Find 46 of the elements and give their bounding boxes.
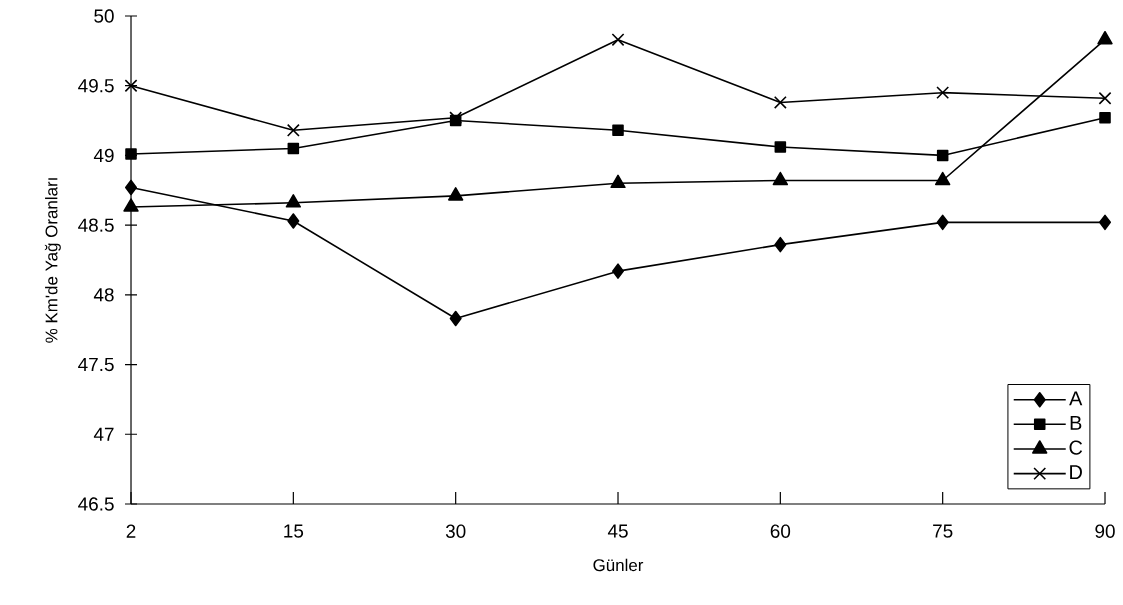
legend-label: A xyxy=(1069,391,1083,406)
point xyxy=(936,86,950,100)
point xyxy=(286,123,300,137)
x-tick-label: 30 xyxy=(445,524,466,538)
x-tick-label: 15 xyxy=(284,524,304,538)
x-tick-label: 45 xyxy=(607,524,628,538)
point xyxy=(774,236,787,253)
y-tick-label: 47 xyxy=(93,427,114,441)
point xyxy=(936,149,949,162)
legend-label: B xyxy=(1070,416,1082,430)
point xyxy=(285,194,302,208)
point xyxy=(612,124,624,137)
point xyxy=(287,213,300,229)
point xyxy=(934,171,951,186)
point xyxy=(124,79,138,93)
legend-label: C xyxy=(1069,440,1083,455)
point xyxy=(123,198,139,212)
point xyxy=(1099,111,1111,124)
x-tick-label: 90 xyxy=(1095,524,1115,538)
point xyxy=(936,214,949,231)
point xyxy=(1098,91,1112,105)
point xyxy=(449,310,462,327)
point xyxy=(610,174,626,189)
point xyxy=(611,33,625,47)
point xyxy=(124,179,138,196)
y-tick-label: 48.5 xyxy=(78,218,114,232)
point xyxy=(772,171,789,186)
point xyxy=(773,96,787,109)
y-tick-label: 49 xyxy=(93,148,114,163)
x-axis-title: Günler xyxy=(593,558,644,572)
y-tick-label: 46.5 xyxy=(78,497,114,511)
point xyxy=(1098,214,1112,231)
point xyxy=(774,141,787,153)
y-tick-label: 49.5 xyxy=(78,79,114,93)
point xyxy=(287,142,300,155)
x-tick-label: 75 xyxy=(933,524,953,538)
y-axis-title: % Km'de Yağ Oranları xyxy=(44,178,61,343)
point xyxy=(611,263,625,279)
legend-label: D xyxy=(1070,465,1082,480)
y-tick-label: 47.5 xyxy=(78,357,114,372)
x-tick-label: 60 xyxy=(770,524,791,538)
x-tick-label: 2 xyxy=(126,524,136,538)
point xyxy=(125,148,137,160)
point xyxy=(447,187,464,201)
y-tick-label: 48 xyxy=(93,288,114,302)
y-tick-label: 50 xyxy=(94,9,114,23)
